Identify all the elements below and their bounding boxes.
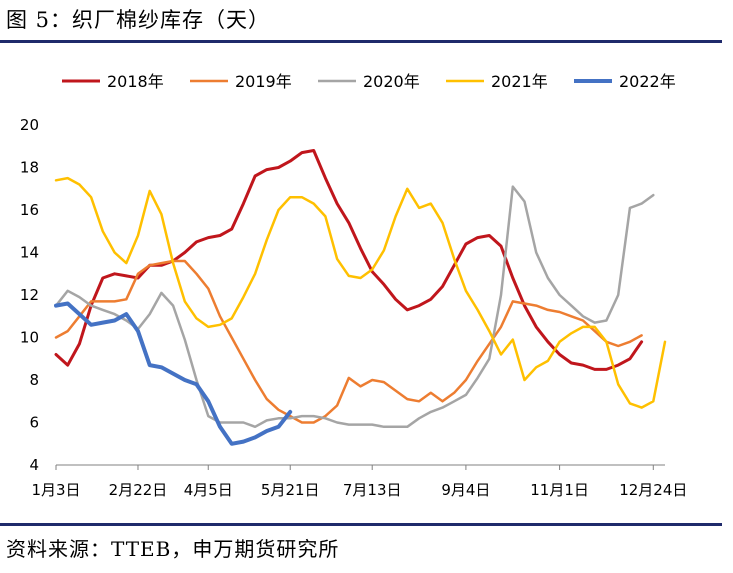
y-tick-label: 4: [29, 456, 39, 474]
series-line-2018: [54, 149, 644, 371]
y-tick-label: 6: [29, 414, 39, 432]
series-line-2022: [54, 301, 293, 446]
x-tick-label: 1月3日: [31, 481, 80, 499]
x-tick-label: 7月13日: [343, 481, 402, 499]
x-tick-label: 9月4日: [441, 481, 490, 499]
y-tick-label: 16: [20, 201, 39, 219]
legend-label: 2020年: [363, 72, 420, 91]
chart-axes: 4 6 8 10 12 14 16 18 20 1月3日 2月22日 4月5日 5月21日 7月13日 9月…: [20, 116, 687, 499]
legend-label: 2022年: [619, 72, 676, 91]
series-line-2020: [54, 185, 655, 429]
chart-series: [54, 149, 667, 446]
y-tick-label: 10: [20, 329, 39, 347]
y-tick-label: 14: [20, 244, 39, 262]
legend-label: 2018年: [107, 72, 164, 91]
y-tick-label: 20: [20, 116, 39, 134]
y-tick-label: 8: [29, 371, 39, 389]
line-chart: 2018年 2019年 2020年 2021年 2022年 4 6 8 10 12 14 16 18 2…: [20, 72, 687, 499]
bottom-rule: [0, 523, 722, 526]
top-rule: [0, 40, 722, 43]
legend-label: 2019年: [235, 72, 292, 91]
series-line-2019: [54, 259, 643, 424]
x-tick-label: 12月24日: [619, 481, 687, 499]
y-tick-label: 12: [20, 286, 39, 304]
series-line-2021: [54, 176, 667, 409]
chart-legend: 2018年 2019年 2020年 2021年 2022年: [62, 72, 676, 91]
x-tick-label: 4月5日: [184, 481, 233, 499]
x-tick-label: 2月22日: [109, 481, 168, 499]
x-tick-label: 11月1日: [530, 481, 589, 499]
figure-title: 图 5：织厂棉纱库存（天）: [6, 8, 271, 32]
x-tick-label: 5月21日: [261, 481, 320, 499]
legend-label: 2021年: [491, 72, 548, 91]
y-tick-label: 18: [20, 159, 39, 177]
source-note: 资料来源：TTEB，申万期货研究所: [6, 537, 340, 561]
